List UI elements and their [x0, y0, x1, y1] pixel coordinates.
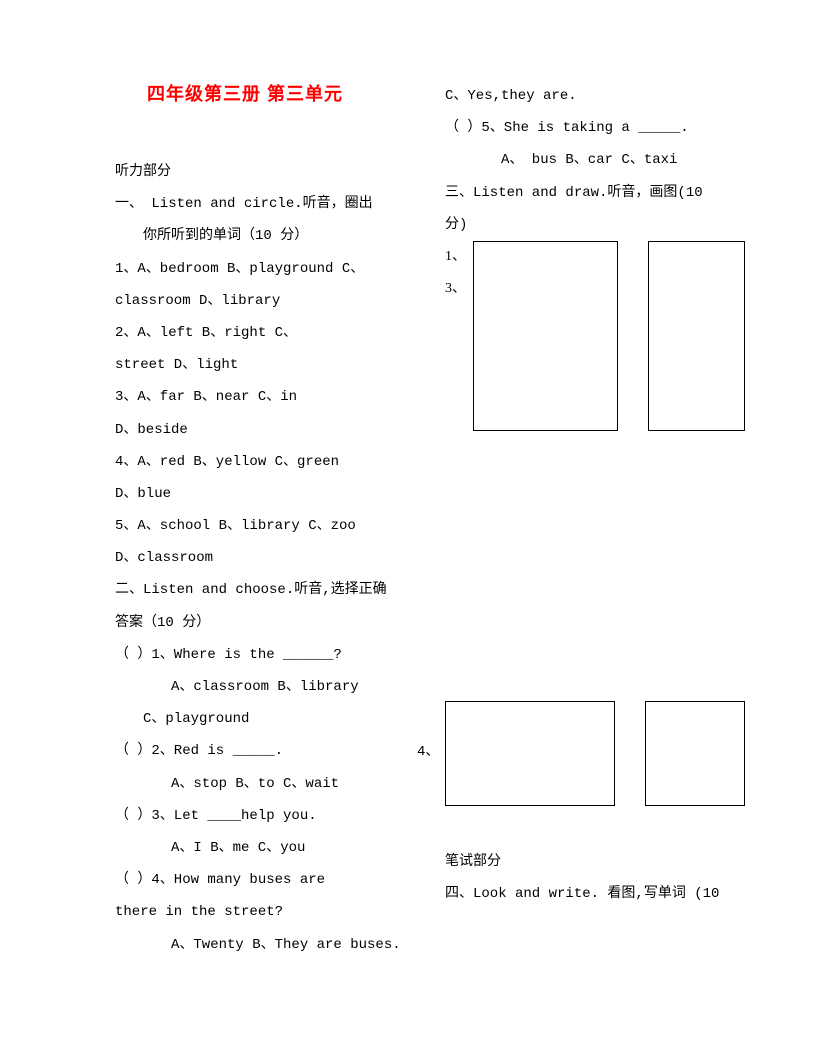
q1-1a: 1、A、bedroom B、playground C、	[115, 253, 420, 285]
q2-4-opt: A、Twenty B、They are buses.	[115, 929, 420, 961]
q2-2-opt: A、stop B、to C、wait	[115, 768, 420, 800]
q2-1-opt2: C、playground	[115, 703, 420, 735]
drawing-boxes-row1: 1、 3、	[445, 241, 745, 431]
q1-1b: classroom D、library	[115, 285, 420, 317]
q1-5b: D、classroom	[115, 542, 420, 574]
label-4: 4、	[417, 736, 439, 768]
drawing-box-1	[473, 241, 618, 431]
label-3: 3、	[445, 273, 466, 305]
q2-1: （ ）1、Where is the ______?	[115, 639, 420, 671]
right-column: C、Yes,they are. （ ）5、She is taking a ___…	[435, 80, 745, 961]
box-labels-13: 1、 3、	[445, 241, 466, 305]
document-title: 四年级第三册 第三单元	[147, 80, 420, 106]
q2-5: （ ）5、She is taking a _____.	[445, 112, 745, 144]
drawing-box-4	[445, 701, 615, 806]
section1-heading: 一、 Listen and circle.听音，圈出	[115, 188, 420, 220]
q2-2: （ ）2、Red is _____.	[115, 735, 420, 767]
section2-heading-cont: 答案（10 分）	[115, 607, 420, 639]
q2-4b: there in the street?	[115, 896, 420, 928]
q1-5a: 5、A、school B、library C、zoo	[115, 510, 420, 542]
section4-heading: 四、Look and write. 看图,写单词 (10	[445, 878, 745, 910]
q1-2b: street D、light	[115, 349, 420, 381]
q2-4a: （ ）4、How many buses are	[115, 864, 420, 896]
q2-4-optc: C、Yes,they are.	[445, 80, 745, 112]
section2-heading: 二、Listen and choose.听音,选择正确	[115, 574, 420, 606]
section1-heading-cont: 你所听到的单词（10 分）	[115, 220, 420, 252]
q1-3a: 3、A、far B、near C、in	[115, 381, 420, 413]
q1-4a: 4、A、red B、yellow C、green	[115, 446, 420, 478]
q2-1-opt: A、classroom B、library	[115, 671, 420, 703]
drawing-boxes-row2: 4、	[445, 701, 745, 806]
drawing-box-2	[648, 241, 745, 431]
section3-heading-cont: 分)	[445, 209, 745, 241]
q2-3: （ ）3、Let ____help you.	[115, 800, 420, 832]
section3-heading: 三、Listen and draw.听音，画图(10	[445, 177, 745, 209]
drawing-box-5	[645, 701, 745, 806]
q2-3-opt: A、I B、me C、you	[115, 832, 420, 864]
left-column: 四年级第三册 第三单元 听力部分 一、 Listen and circle.听音…	[115, 80, 435, 961]
section-writing-header: 笔试部分	[445, 846, 745, 878]
label-1: 1、	[445, 241, 466, 273]
section-listening-header: 听力部分	[115, 156, 420, 188]
q1-2a: 2、A、left B、right C、	[115, 317, 420, 349]
q1-4b: D、blue	[115, 478, 420, 510]
q2-5-opt: A、 bus B、car C、taxi	[445, 144, 745, 176]
q1-3b: D、beside	[115, 414, 420, 446]
